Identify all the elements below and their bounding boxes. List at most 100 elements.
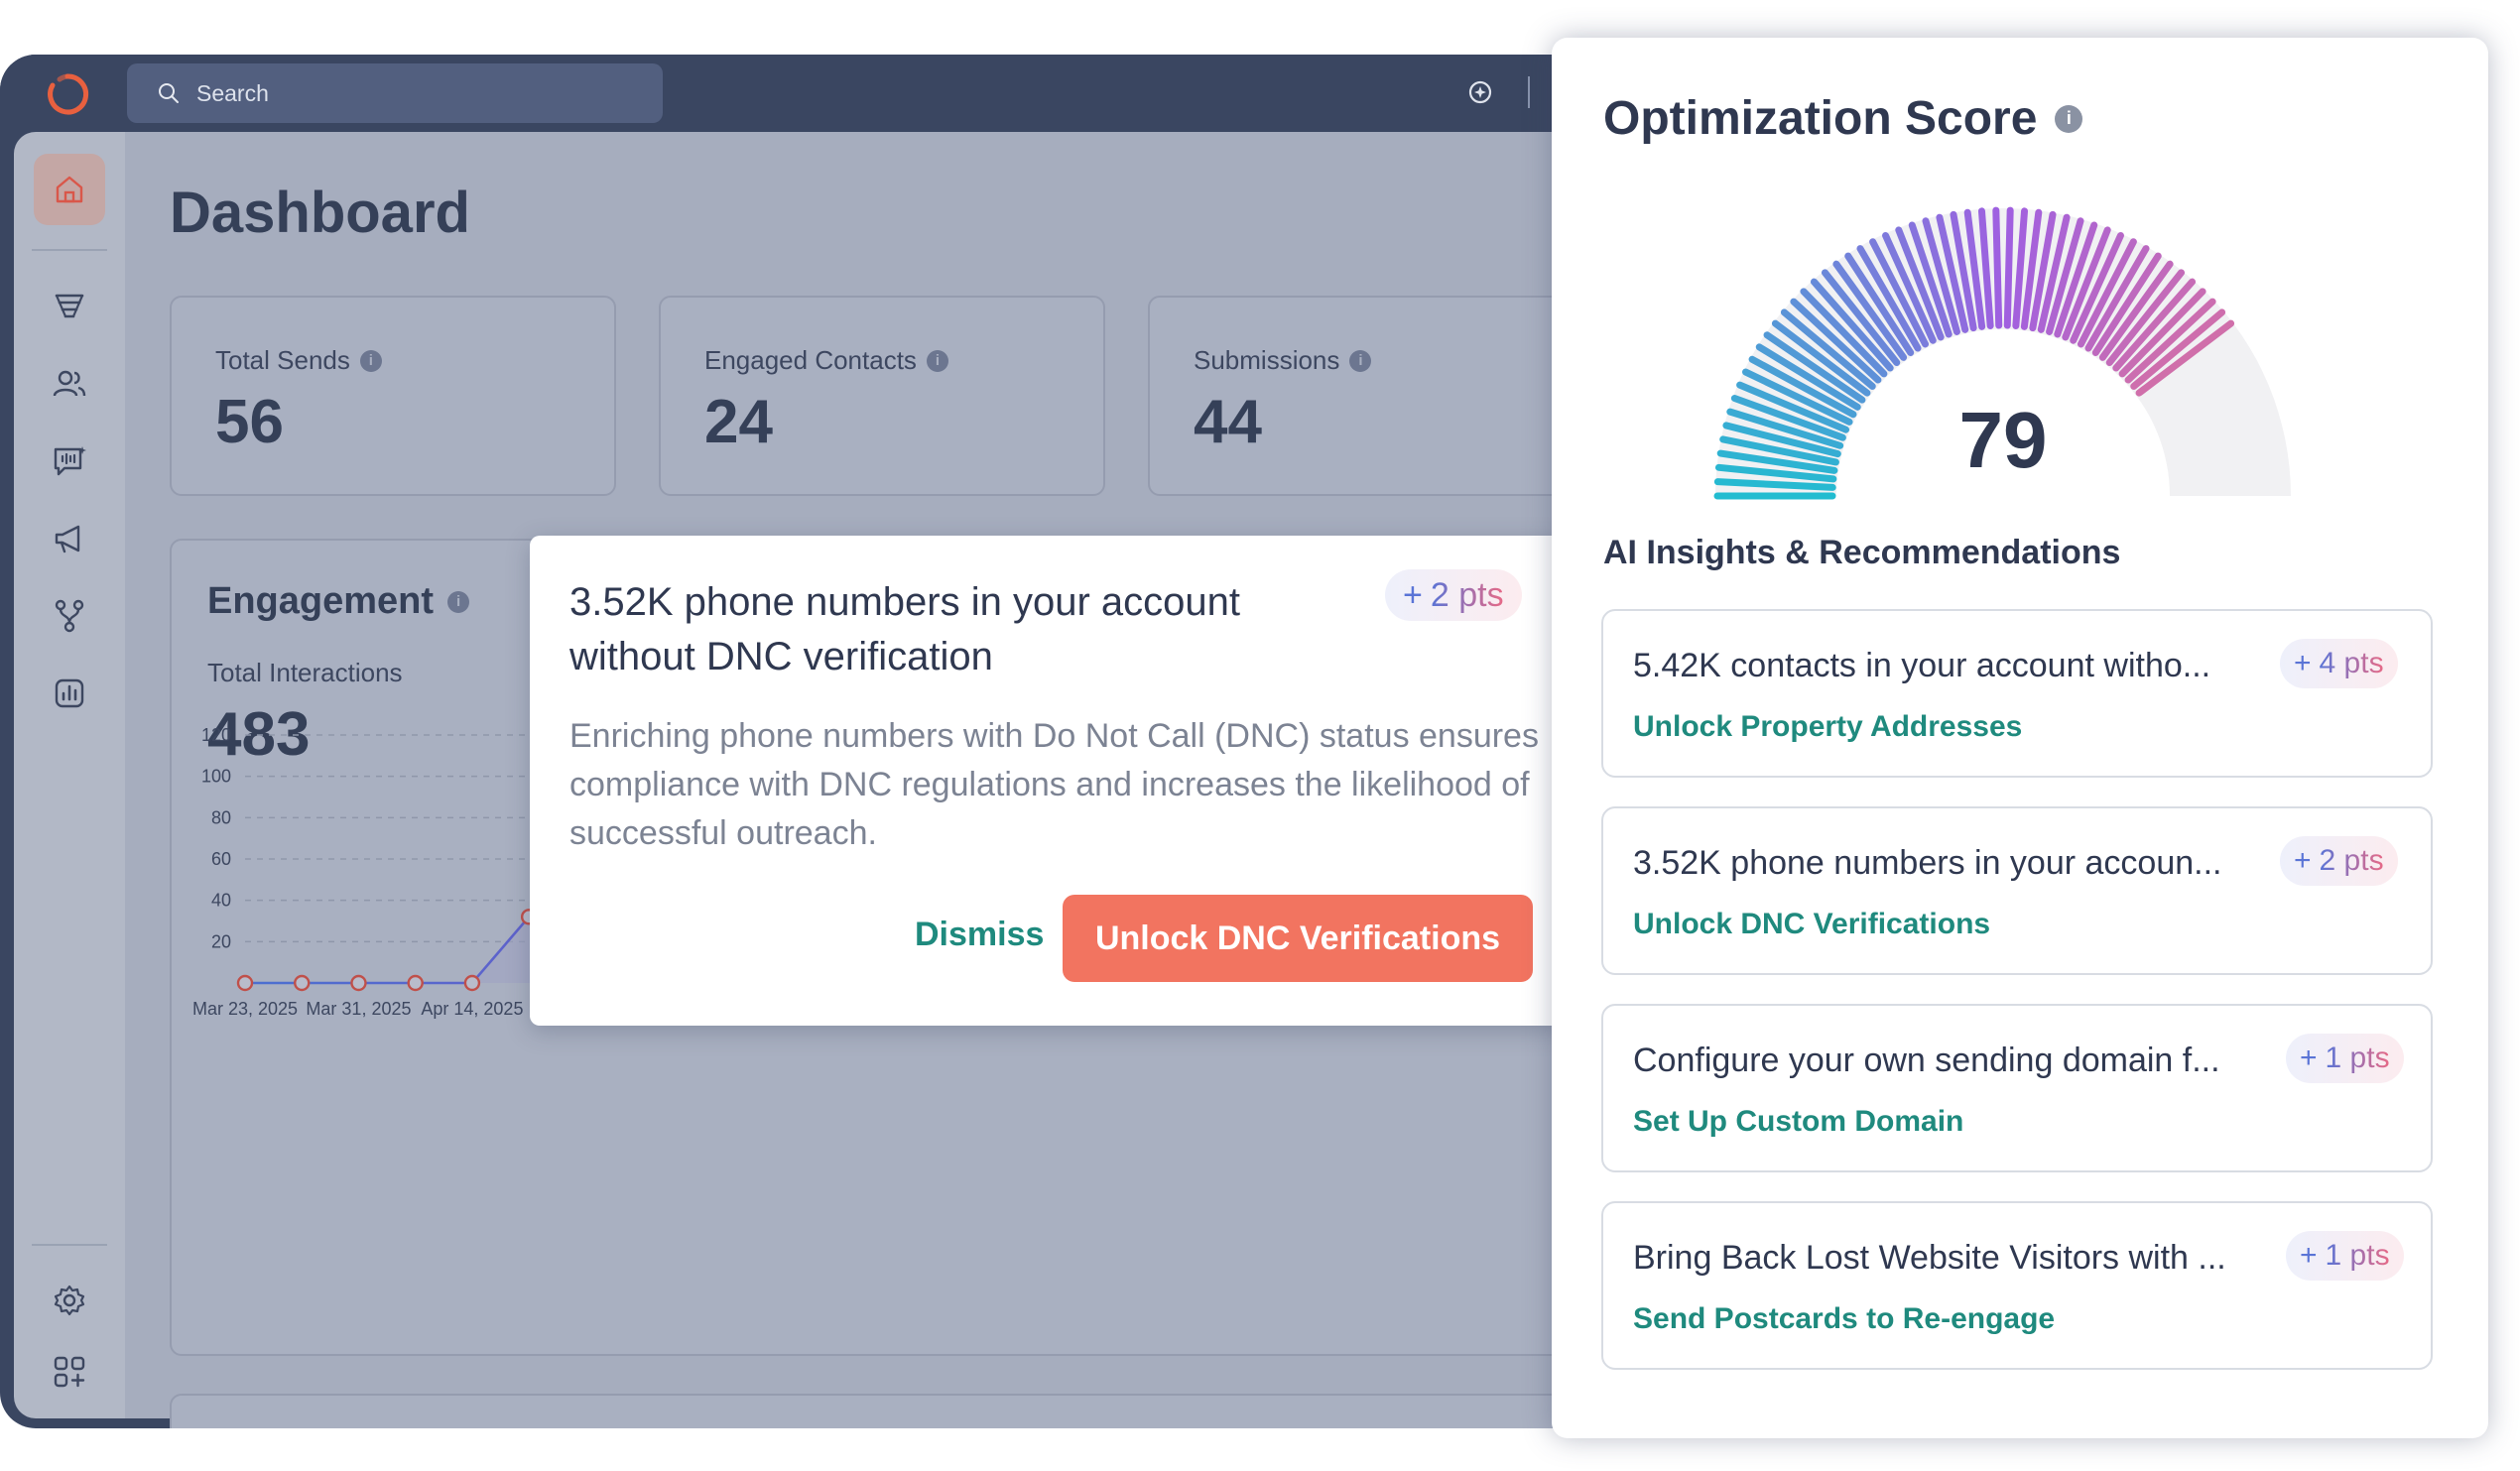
sidebar-item-apps[interactable] — [34, 1336, 105, 1408]
gauge-track — [1715, 208, 2291, 496]
gauge-segment — [1950, 210, 1977, 332]
y-tick-label: 60 — [211, 849, 231, 869]
engagement-subtitle: Total Interactions — [207, 658, 403, 687]
gauge-segment — [2105, 269, 2186, 367]
insights-title: AI Insights & Recommendations — [1603, 534, 2121, 571]
sidebar-divider — [32, 249, 107, 251]
gauge-segment — [1736, 381, 1850, 433]
gauge-segment — [1856, 245, 1922, 352]
recommendation-card[interactable]: Bring Back Lost Website Visitors with ..… — [1601, 1201, 2433, 1370]
gauge-segment — [2020, 208, 2043, 330]
stat-label: Engaged Contacts — [704, 345, 917, 375]
optimization-title-row: Optimization Score i — [1603, 91, 2083, 146]
gauge-segment — [1963, 208, 1986, 330]
gauge-segment — [1730, 394, 1846, 441]
home-icon — [56, 176, 83, 203]
x-tick-label: Mar 23, 2025 — [192, 999, 298, 1019]
stat-label-row: Total Sends i — [215, 345, 382, 376]
sidebar-item-conversations[interactable] — [34, 426, 105, 497]
sidebar-item-campaigns[interactable] — [34, 503, 105, 574]
data-point[interactable] — [236, 974, 254, 992]
recommendation-action-link[interactable]: Unlock DNC Verifications — [1633, 908, 1991, 940]
gauge-segment — [2084, 245, 2150, 352]
gauge-segment — [2112, 278, 2197, 372]
data-point[interactable] — [463, 974, 481, 992]
points-badge: + 1 pts — [2286, 1034, 2404, 1083]
points-value: 2 pts — [2319, 844, 2384, 877]
topbar-divider — [1528, 76, 1530, 108]
gauge-segment — [1726, 408, 1844, 449]
popup-body: Enriching phone numbers with Do Not Call… — [569, 717, 1539, 852]
search-icon — [159, 83, 179, 103]
y-tick-label: 40 — [211, 891, 231, 911]
points-plus: + — [1403, 575, 1423, 614]
data-point[interactable] — [294, 974, 311, 992]
sidebar-item-reports[interactable] — [34, 658, 105, 729]
info-icon[interactable]: i — [359, 349, 382, 372]
gauge-segment — [1748, 355, 1857, 419]
points-plus: + — [2300, 1239, 2318, 1272]
recommendation-card[interactable]: Configure your own sending domain f... +… — [1601, 1004, 2433, 1172]
gauge-segment — [1800, 288, 1888, 378]
info-icon[interactable]: i — [2055, 104, 2083, 133]
info-icon[interactable]: i — [1349, 349, 1372, 372]
stat-card-engaged-contacts: Engaged Contacts i 24 — [659, 296, 1105, 496]
points-value: 1 pts — [2325, 1042, 2390, 1074]
recommendation-card[interactable]: 5.42K contacts in your account witho... … — [1601, 609, 2433, 778]
gauge-segment — [2029, 210, 2057, 332]
gauge-segment — [1763, 331, 1866, 404]
ai-spark-icon[interactable] — [1466, 78, 1494, 106]
sidebar-item-settings[interactable] — [34, 1265, 105, 1336]
gauge-segment — [1869, 238, 1930, 348]
gauge-segment — [1882, 231, 1937, 344]
gauge-segment — [2054, 221, 2098, 338]
gauge-segment — [1992, 206, 2003, 329]
users-icon — [53, 370, 86, 397]
recommendation-card[interactable]: 3.52K phone numbers in your accoun... + … — [1601, 806, 2433, 975]
gauge-segment — [2003, 206, 2014, 329]
stat-value: 24 — [704, 388, 773, 456]
optimization-panel: Optimization Score i 79 AI Insights & Re… — [1552, 38, 2488, 1438]
gauge-segment — [2046, 217, 2084, 335]
sidebar-item-funnel[interactable] — [34, 271, 105, 342]
points-badge: + 1 pts — [2286, 1231, 2404, 1281]
gauge-segment — [2012, 207, 2029, 329]
gauge-segment — [1895, 226, 1945, 341]
recommendation-popup: 3.52K phone numbers in your account with… — [530, 536, 1570, 1026]
stat-card-total-sends: Total Sends i 56 — [170, 296, 616, 496]
recommendation-text: 3.52K phone numbers in your accoun... — [1633, 844, 2222, 882]
sidebar-item-contacts[interactable] — [34, 348, 105, 420]
bar-chart-icon — [55, 678, 84, 708]
logo-icon[interactable] — [44, 70, 91, 118]
gauge-segment — [1713, 478, 1836, 491]
gauge-segment — [2077, 238, 2137, 348]
gauge-segment — [2098, 260, 2174, 361]
sidebar-item-home[interactable] — [34, 154, 105, 225]
data-point[interactable] — [350, 974, 367, 992]
data-point[interactable] — [407, 974, 424, 992]
gauge-segment — [1755, 343, 1861, 411]
gauge-segment — [1780, 308, 1876, 390]
gauge-segment — [1719, 435, 1839, 466]
unlock-dnc-button[interactable]: Unlock DNC Verifications — [1063, 895, 1533, 982]
search-input[interactable]: Search — [127, 63, 663, 123]
sidebar-item-workflows[interactable] — [34, 580, 105, 652]
recommendation-action-link[interactable]: Set Up Custom Domain — [1633, 1105, 1964, 1138]
dismiss-button[interactable]: Dismiss — [915, 916, 1045, 953]
recommendation-action-link[interactable]: Send Postcards to Re-engage — [1633, 1302, 2056, 1335]
recommendation-action-link[interactable]: Unlock Property Addresses — [1633, 710, 2023, 743]
gauge-segment — [1810, 278, 1894, 372]
info-icon[interactable]: i — [926, 349, 948, 372]
next-card — [170, 1394, 1577, 1428]
gauge-segment — [1771, 319, 1871, 397]
y-tick-label: 100 — [201, 767, 231, 787]
stat-value: 44 — [1194, 388, 1262, 456]
x-tick-label: Apr 14, 2025 — [421, 999, 523, 1019]
info-icon[interactable]: i — [447, 590, 470, 613]
workflow-icon — [55, 599, 84, 633]
stat-value: 56 — [215, 388, 284, 456]
sidebar-divider-bottom — [32, 1244, 107, 1246]
stat-label: Total Sends — [215, 345, 350, 375]
points-value: 1 pts — [2325, 1239, 2390, 1272]
recommendation-text: Bring Back Lost Website Visitors with ..… — [1633, 1239, 2226, 1277]
